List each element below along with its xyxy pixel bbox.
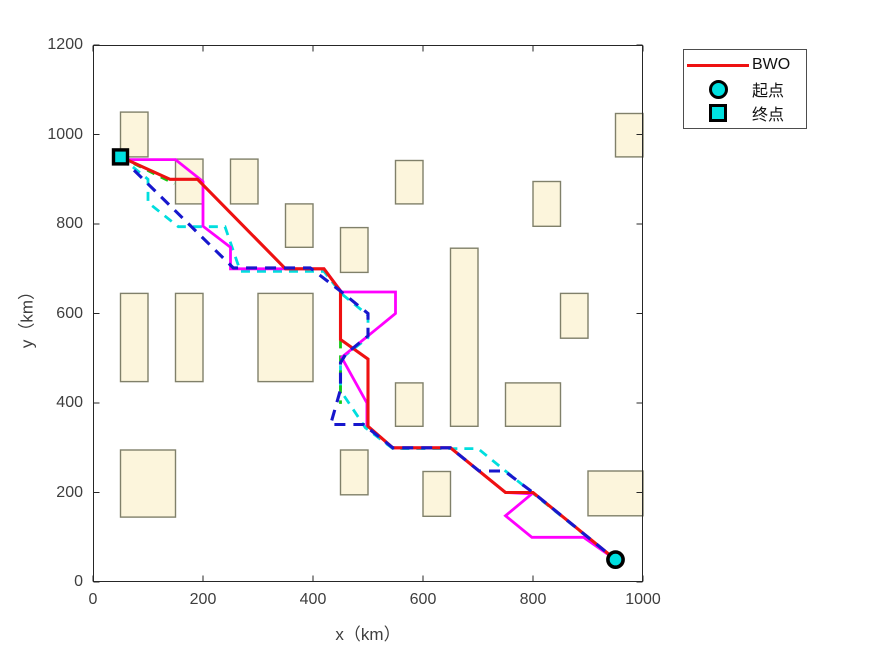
obstacle	[394, 159, 424, 205]
legend-circle-swatch	[684, 79, 752, 99]
y-tick-label: 200	[56, 483, 83, 501]
y-tick-label: 800	[56, 215, 83, 232]
end-marker-icon	[709, 104, 727, 122]
obstacle	[229, 158, 259, 205]
obstacle	[532, 180, 562, 227]
y-tick-label: 1200	[47, 36, 83, 53]
obstacle	[339, 449, 369, 496]
x-tick-label: 800	[519, 591, 547, 608]
y-tick-label: 0	[74, 573, 83, 590]
obstacle	[119, 292, 149, 383]
end-point-marker	[111, 148, 130, 166]
x-axis-label: x（km）	[335, 625, 401, 644]
obstacle	[587, 470, 644, 517]
legend-entry-end[interactable]: 终点	[684, 101, 806, 125]
magenta-path	[120, 158, 617, 561]
legend-entry-bwo[interactable]: BWO	[684, 53, 806, 77]
x-tick-label: 1000	[625, 591, 661, 608]
x-tick-label: 600	[409, 591, 437, 608]
y-tick-label: 1000	[47, 125, 83, 143]
start-marker-icon	[708, 79, 728, 99]
start-point-marker	[606, 550, 625, 569]
plot-area	[92, 44, 644, 583]
obstacle	[257, 292, 314, 383]
legend-square-swatch	[684, 104, 752, 122]
obstacle	[394, 382, 424, 427]
y-tick-label: 400	[56, 394, 83, 411]
bwo-line-sample	[687, 63, 749, 67]
y-tick-label: 600	[56, 304, 83, 322]
obstacle	[449, 247, 479, 428]
legend-label-start: 起点	[752, 83, 785, 100]
y-axis-label: y（km）	[17, 282, 37, 349]
obstacle	[504, 382, 562, 427]
obstacle	[422, 470, 452, 517]
x-tick-label: 0	[88, 591, 98, 608]
legend-label-bwo: BWO	[752, 56, 791, 73]
legend[interactable]: BWO 起点 终点	[683, 49, 807, 129]
bwo-path	[119, 155, 617, 561]
x-tick-label: 200	[189, 591, 217, 608]
obstacle	[174, 292, 204, 383]
obstacle	[614, 112, 644, 158]
obstacle	[559, 292, 589, 339]
obstacle	[284, 203, 314, 248]
obstacle	[119, 449, 177, 518]
obstacle	[339, 226, 369, 274]
legend-line-swatch	[684, 63, 752, 67]
legend-entry-start[interactable]: 起点	[684, 77, 806, 101]
x-tick-label: 400	[299, 591, 327, 608]
legend-label-end: 终点	[752, 107, 785, 124]
